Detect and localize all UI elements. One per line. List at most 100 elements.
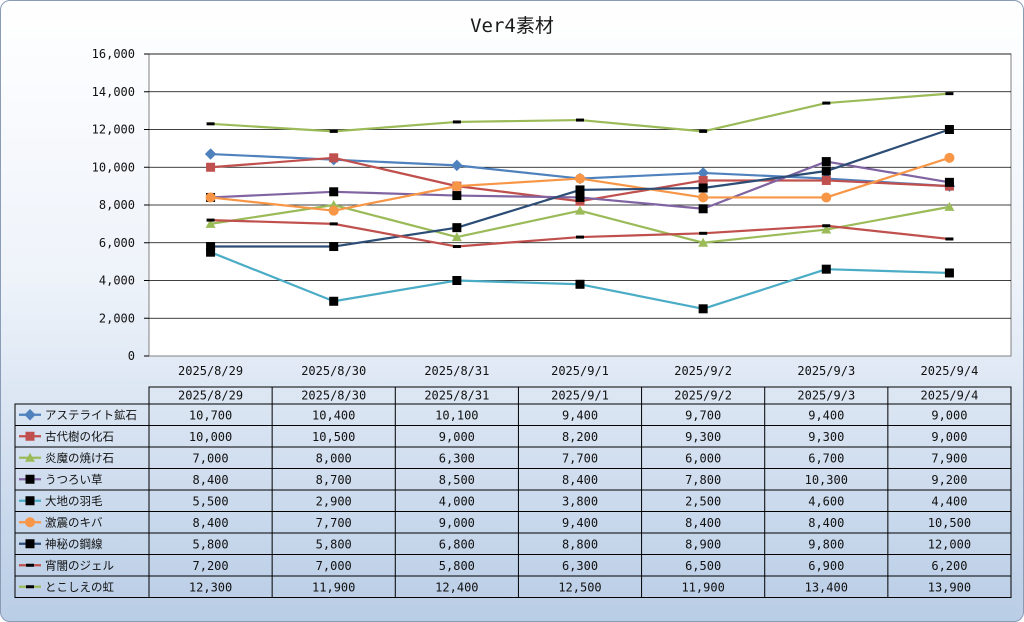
data-point: [329, 129, 338, 133]
table-value-cell: 7,200: [193, 559, 229, 573]
data-point: [451, 232, 462, 242]
data-point: [205, 192, 216, 203]
legend-key-marker: [25, 539, 35, 549]
table-value-cell: 10,400: [312, 408, 355, 422]
table-value-cell: 8,500: [439, 473, 475, 487]
table-value-cell: 8,400: [193, 516, 229, 530]
table-value-cell: 9,000: [439, 430, 475, 444]
legend-series-name: アステライト鉱石: [45, 408, 137, 422]
y-tick-label: 0: [128, 349, 135, 363]
data-point: [822, 101, 831, 105]
y-tick-label: 16,000: [92, 47, 135, 61]
x-tick-label: 2025/9/2: [674, 364, 732, 378]
table-value-cell: 8,400: [685, 516, 721, 530]
table-value-cell: 5,800: [193, 537, 229, 551]
data-point: [329, 222, 338, 226]
table-value-cell: 9,000: [931, 408, 967, 422]
data-point: [452, 276, 462, 285]
table-value-cell: 10,500: [312, 430, 355, 444]
data-point: [204, 148, 217, 160]
x-tick-label: 2025/9/3: [797, 364, 855, 378]
data-point: [575, 279, 585, 289]
table-value-cell: 9,700: [685, 408, 721, 422]
table-value-cell: 9,200: [931, 473, 967, 487]
table-header-cell: 2025/8/31: [424, 389, 489, 403]
data-point: [329, 187, 339, 197]
data-point: [698, 183, 708, 193]
table-value-cell: 12,300: [189, 580, 232, 594]
data-point: [329, 242, 339, 252]
chart-title: Ver4素材: [470, 15, 554, 37]
table-value-cell: 8,200: [562, 430, 598, 444]
table-value-cell: 6,300: [562, 559, 598, 573]
y-tick-label: 4,000: [99, 274, 135, 288]
data-point: [205, 218, 216, 228]
table-header-cell: 2025/9/4: [921, 389, 979, 403]
table-value-cell: 10,100: [435, 408, 478, 422]
table-value-cell: 9,000: [931, 430, 967, 444]
table-value-cell: 12,000: [928, 537, 971, 551]
y-tick-label: 14,000: [92, 85, 135, 99]
table-value-cell: 4,600: [808, 494, 844, 508]
table-value-cell: 7,000: [316, 559, 352, 573]
table-value-cell: 8,800: [562, 537, 598, 551]
table-value-cell: 7,700: [316, 516, 352, 530]
table-value-cell: 4,000: [439, 494, 475, 508]
legend-key-marker: [26, 585, 34, 589]
legend-series-name: うつろい草: [45, 472, 103, 486]
table-value-cell: 9,400: [562, 408, 598, 422]
table-value-cell: 8,400: [193, 473, 229, 487]
data-point: [945, 92, 954, 96]
data-point: [821, 192, 832, 203]
table-value-cell: 10,500: [928, 516, 971, 530]
data-point: [821, 157, 831, 167]
y-tick-label: 6,000: [99, 236, 135, 250]
data-point: [206, 162, 216, 172]
data-point: [821, 264, 831, 274]
legend-key-marker: [25, 431, 35, 441]
table-value-cell: 11,900: [681, 580, 724, 594]
table-value-cell: 8,900: [685, 537, 721, 551]
table-value-cell: 12,400: [435, 580, 478, 594]
data-point: [944, 177, 954, 187]
legend-key-marker: [25, 496, 35, 506]
data-point: [698, 175, 708, 185]
table-value-cell: 8,000: [316, 451, 352, 465]
legend-key-marker: [25, 517, 35, 528]
data-point: [451, 181, 462, 192]
data-point: [206, 247, 216, 257]
data-point: [944, 125, 954, 134]
data-point: [945, 237, 954, 241]
data-point: [698, 304, 708, 314]
table-value-cell: 9,000: [439, 516, 475, 530]
table-value-cell: 3,800: [562, 494, 598, 508]
data-point: [575, 173, 585, 184]
data-point: [944, 268, 954, 278]
table-value-cell: 10,300: [805, 473, 848, 487]
data-point: [206, 242, 216, 252]
data-point: [576, 235, 584, 239]
data-point: [699, 231, 708, 235]
table-value-cell: 6,300: [439, 451, 475, 465]
data-point: [451, 159, 463, 172]
data-point: [452, 191, 462, 201]
data-point: [822, 224, 831, 228]
data-point: [699, 129, 708, 133]
legend-key-marker: [24, 409, 36, 421]
data-point: [821, 166, 831, 176]
table-value-cell: 7,000: [193, 451, 229, 465]
table-value-cell: 4,400: [931, 494, 967, 508]
y-tick-label: 10,000: [92, 160, 135, 174]
data-point: [575, 192, 585, 202]
x-tick-label: 2025/8/30: [301, 364, 366, 378]
legend-key-marker: [25, 474, 35, 484]
legend-series-name: 炎魔の焼け石: [45, 451, 114, 465]
table-value-cell: 6,800: [439, 537, 475, 551]
table-header-cell: 2025/9/2: [674, 389, 732, 403]
data-point: [575, 205, 585, 215]
legend-series-name: 激震のキバ: [45, 515, 103, 529]
data-point: [329, 153, 339, 163]
y-tick-label: 12,000: [92, 123, 135, 137]
